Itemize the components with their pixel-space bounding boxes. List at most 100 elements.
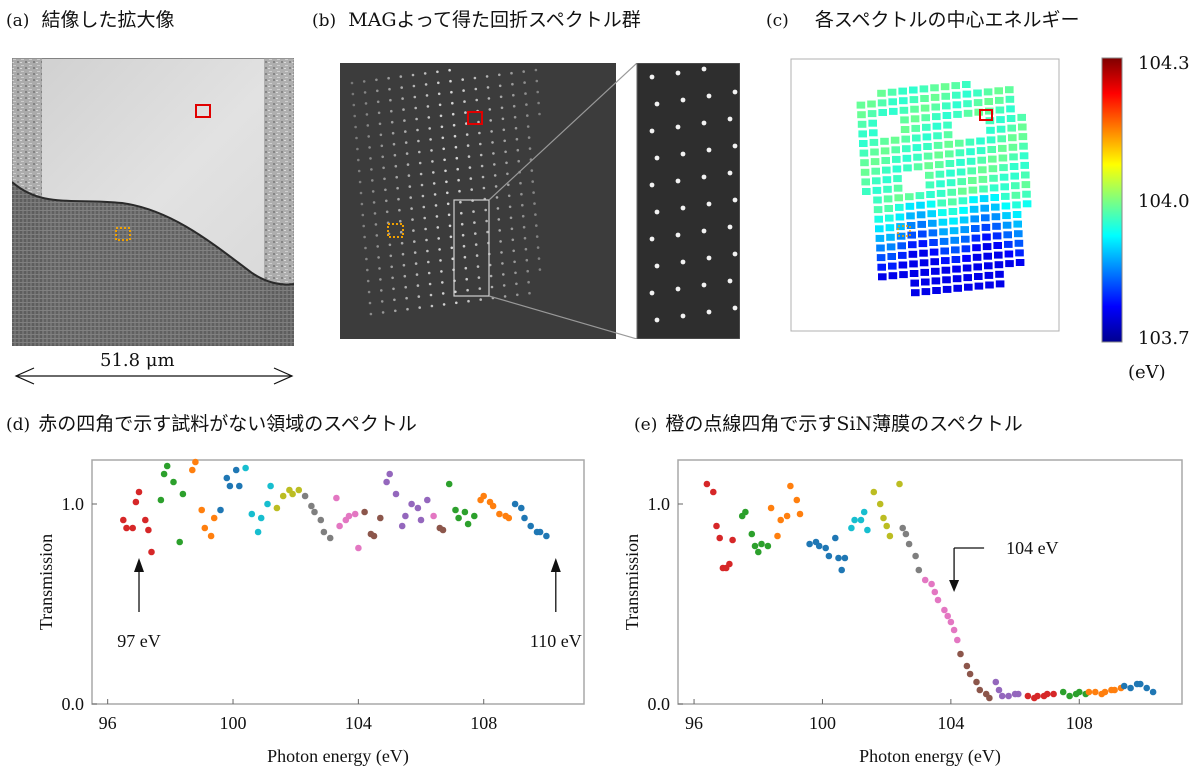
energy-map-cell [955, 149, 965, 157]
data-point [857, 516, 865, 524]
data-point [848, 524, 855, 532]
data-point [899, 524, 906, 532]
diffraction-spot [462, 89, 465, 92]
energy-map-cell [1011, 191, 1021, 199]
energy-map-cell [867, 110, 877, 118]
diffraction-spot [404, 130, 407, 133]
data-point [289, 490, 296, 498]
data-point [976, 686, 984, 694]
diffraction-spot [493, 174, 497, 177]
energy-map-cell [929, 239, 938, 246]
data-point [835, 554, 842, 562]
energy-map-cell [929, 248, 939, 256]
diffraction-spot [356, 147, 359, 151]
data-point [232, 466, 240, 474]
diffraction-spot [412, 229, 415, 232]
diffraction-spot [438, 103, 442, 107]
x-tick-label: 96 [685, 713, 703, 733]
energy-map-cell [876, 244, 885, 252]
data-point [236, 482, 243, 490]
diffraction-spot [375, 78, 378, 82]
diffraction-spot [464, 111, 467, 114]
colorbar-min-label: 103.7 [1138, 328, 1190, 349]
energy-map-cell [878, 109, 887, 116]
data-point [295, 486, 303, 494]
data-point [430, 512, 437, 520]
data-point [210, 514, 218, 522]
data-point [928, 580, 935, 588]
panel-d-title: (d) 赤の四角で示す試料がない領域のスペクトル [6, 412, 417, 437]
energy-map-cell [987, 146, 996, 153]
diffraction-spot [512, 249, 515, 253]
x-axis-label: Photon energy (eV) [859, 746, 1001, 767]
diffraction-spot [353, 114, 356, 118]
energy-map-cell [936, 180, 945, 188]
diffraction-spot [441, 281, 444, 284]
energy-map-cell [994, 261, 1004, 269]
energy-map-cell [932, 113, 941, 121]
diffraction-spot [523, 236, 527, 240]
energy-map-cell [916, 211, 926, 219]
energy-map-cell [894, 194, 903, 202]
data-point [489, 502, 497, 510]
energy-map-cell [930, 84, 939, 92]
inset-spot [701, 282, 707, 288]
diffraction-spot [393, 298, 396, 302]
energy-map-cell [1006, 105, 1015, 113]
inset-spot [701, 120, 707, 126]
data-point [257, 514, 265, 522]
energy-map-cell [973, 263, 982, 271]
data-point [543, 532, 550, 540]
energy-map-cell [882, 166, 891, 174]
energy-map-cell [1018, 123, 1027, 131]
energy-map-cell [883, 195, 893, 203]
energy-map-cell [971, 225, 980, 232]
diffraction-spot [441, 136, 445, 140]
x-tick-label: 96 [99, 713, 117, 733]
energy-map-cell [935, 161, 944, 169]
diffraction-spot [430, 304, 434, 308]
energy-map-cell [878, 273, 887, 281]
diffraction-spot [390, 109, 393, 113]
data-point [1043, 690, 1051, 698]
energy-map-cell [995, 96, 1004, 104]
energy-map-cell [1005, 260, 1014, 268]
diffraction-spot [382, 166, 385, 170]
data-point [995, 686, 1003, 694]
diffraction-spot [499, 240, 502, 243]
diffraction-spot [446, 202, 450, 206]
diffraction-spot [520, 192, 523, 196]
diffraction-spot [465, 277, 468, 281]
diffraction-spot [488, 108, 492, 111]
data-point [1101, 688, 1109, 696]
energy-map-cell [943, 131, 953, 139]
diffraction-spot [413, 95, 417, 99]
diffraction-spot [510, 71, 513, 75]
energy-map-cell [941, 257, 950, 265]
energy-map-cell [1019, 152, 1029, 160]
diffraction-spot [461, 233, 465, 237]
energy-map-cell [995, 270, 1004, 278]
diffraction-spot [511, 82, 514, 86]
energy-map-cell [1015, 259, 1025, 266]
energy-map-cell [950, 236, 959, 244]
energy-map-cell [969, 196, 978, 204]
energy-map-cell [985, 281, 994, 289]
diffraction-spot [427, 271, 431, 275]
diffraction-spot [427, 116, 431, 119]
data-point [947, 618, 955, 626]
energy-map-cell [966, 157, 976, 165]
energy-map-cell [1017, 113, 1026, 121]
diffraction-spot [425, 94, 429, 97]
diffraction-spot [507, 183, 510, 187]
inset-spot [732, 197, 738, 203]
data-point [480, 492, 488, 500]
energy-map-cell [962, 264, 972, 272]
data-point [1059, 688, 1067, 696]
data-point [163, 462, 171, 470]
y-tick-label: 1.0 [648, 494, 671, 514]
energy-map-cell [942, 112, 952, 119]
data-point [832, 534, 839, 542]
diffraction-spot [506, 172, 509, 176]
diffraction-spot [458, 189, 461, 193]
